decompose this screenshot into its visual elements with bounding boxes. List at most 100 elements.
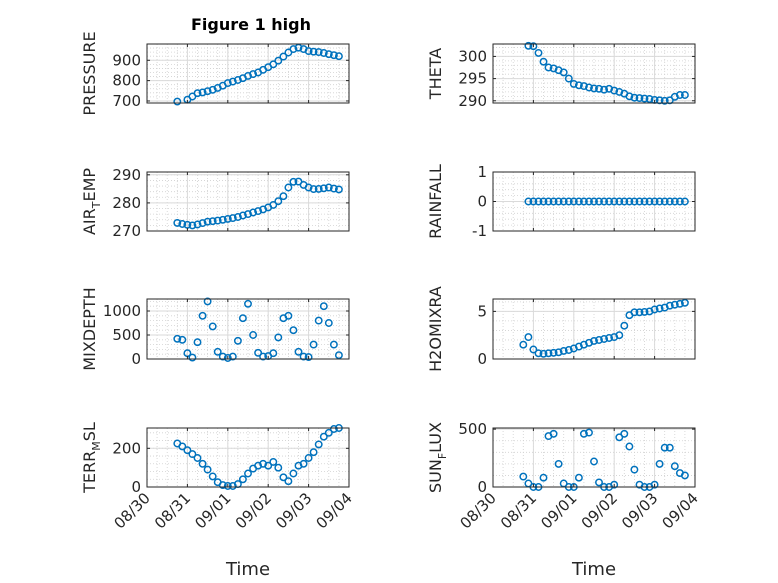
data-point [309, 185, 318, 194]
y-tick-label: 295 [458, 70, 487, 88]
data-point [319, 432, 328, 441]
series-markers [173, 297, 343, 362]
y-tick-label: 800 [112, 72, 141, 90]
y-tick-label: 500 [112, 326, 141, 344]
y-tick-label: 0 [131, 350, 141, 368]
data-point [329, 184, 338, 193]
data-point [585, 428, 593, 437]
x-tick-label: 09/02 [232, 489, 275, 532]
data-point [650, 197, 659, 206]
data-point [233, 213, 242, 221]
data-point [213, 347, 222, 356]
data-point [630, 465, 639, 474]
series-markers [173, 177, 343, 230]
data-point [324, 428, 333, 437]
data-point [334, 52, 343, 61]
data-point [259, 352, 268, 361]
subplot-rainfall: -1 0 1 RAINFALL [426, 163, 696, 240]
data-point [218, 215, 227, 224]
data-point [544, 63, 553, 72]
data-point [198, 459, 207, 468]
y-label-rest: SL [80, 422, 99, 441]
y-axis-label: PRESSURE [80, 31, 99, 115]
data-point [610, 197, 619, 206]
data-point [279, 473, 288, 482]
data-point [314, 316, 323, 325]
data-point [289, 45, 298, 54]
y-tick-label: 900 [112, 51, 141, 69]
data-point [665, 301, 674, 310]
data-point [519, 340, 528, 349]
data-point [309, 47, 318, 56]
y-tick-label: 290 [112, 166, 141, 184]
data-point [254, 348, 263, 357]
y-label-main: SUN [426, 459, 445, 493]
data-point [549, 348, 558, 357]
y-tick-label: 270 [112, 222, 141, 240]
x-tick-label: 09/04 [659, 489, 702, 532]
data-point [178, 335, 187, 344]
series-markers [173, 424, 343, 490]
data-point [640, 307, 649, 316]
data-point [590, 336, 598, 345]
data-point [193, 89, 202, 98]
data-point [289, 177, 298, 186]
y-tick-label: 0 [131, 478, 141, 496]
y-axis-label: AIRTEMP [80, 168, 103, 235]
data-point [524, 333, 533, 342]
data-point [665, 443, 674, 452]
data-point [605, 197, 614, 206]
data-point [585, 83, 593, 92]
plot-area [493, 428, 695, 487]
data-point [635, 94, 644, 103]
data-point [329, 425, 338, 433]
data-point [279, 192, 288, 201]
data-point [554, 197, 563, 206]
data-point [299, 352, 308, 361]
data-point [680, 91, 689, 99]
data-point [590, 457, 598, 466]
data-point [645, 197, 654, 206]
data-point [269, 349, 278, 358]
data-point [620, 197, 629, 206]
data-point [579, 429, 588, 438]
data-point [324, 50, 333, 59]
data-point [590, 197, 598, 206]
y-axis-label: MIXDEPTH [80, 287, 99, 370]
y-tick-label: 200 [112, 439, 141, 457]
y-axis-label: H2OMIXRA [426, 286, 445, 372]
data-point [218, 352, 227, 361]
axes-box [146, 43, 350, 104]
figure-title: Figure 1 high [191, 15, 311, 34]
data-point [314, 48, 323, 57]
data-point [635, 308, 644, 317]
y-label-main: AIR [80, 208, 99, 235]
data-point [274, 56, 283, 65]
data-point [284, 183, 293, 192]
data-point [178, 442, 187, 451]
data-point [680, 471, 689, 480]
data-point [630, 93, 639, 102]
y-axis-label: RAINFALL [426, 164, 445, 239]
data-point [193, 220, 202, 229]
data-point [299, 459, 308, 468]
plot-area [147, 172, 349, 231]
data-point [559, 68, 568, 77]
data-point [625, 92, 634, 101]
data-point [640, 197, 649, 206]
data-point [564, 197, 573, 206]
data-point [203, 297, 212, 306]
data-point [610, 480, 619, 489]
data-point [670, 197, 679, 206]
data-point [264, 461, 273, 470]
x-tick-label: 08/31 [497, 489, 540, 532]
data-point [539, 473, 548, 482]
data-point [314, 440, 323, 449]
data-point [595, 478, 603, 487]
subplot-air_temp: 270 280 290 AIRTEMP [80, 166, 350, 240]
data-point [600, 197, 609, 206]
y-label-subscript: F [436, 453, 449, 459]
data-point [228, 352, 237, 361]
